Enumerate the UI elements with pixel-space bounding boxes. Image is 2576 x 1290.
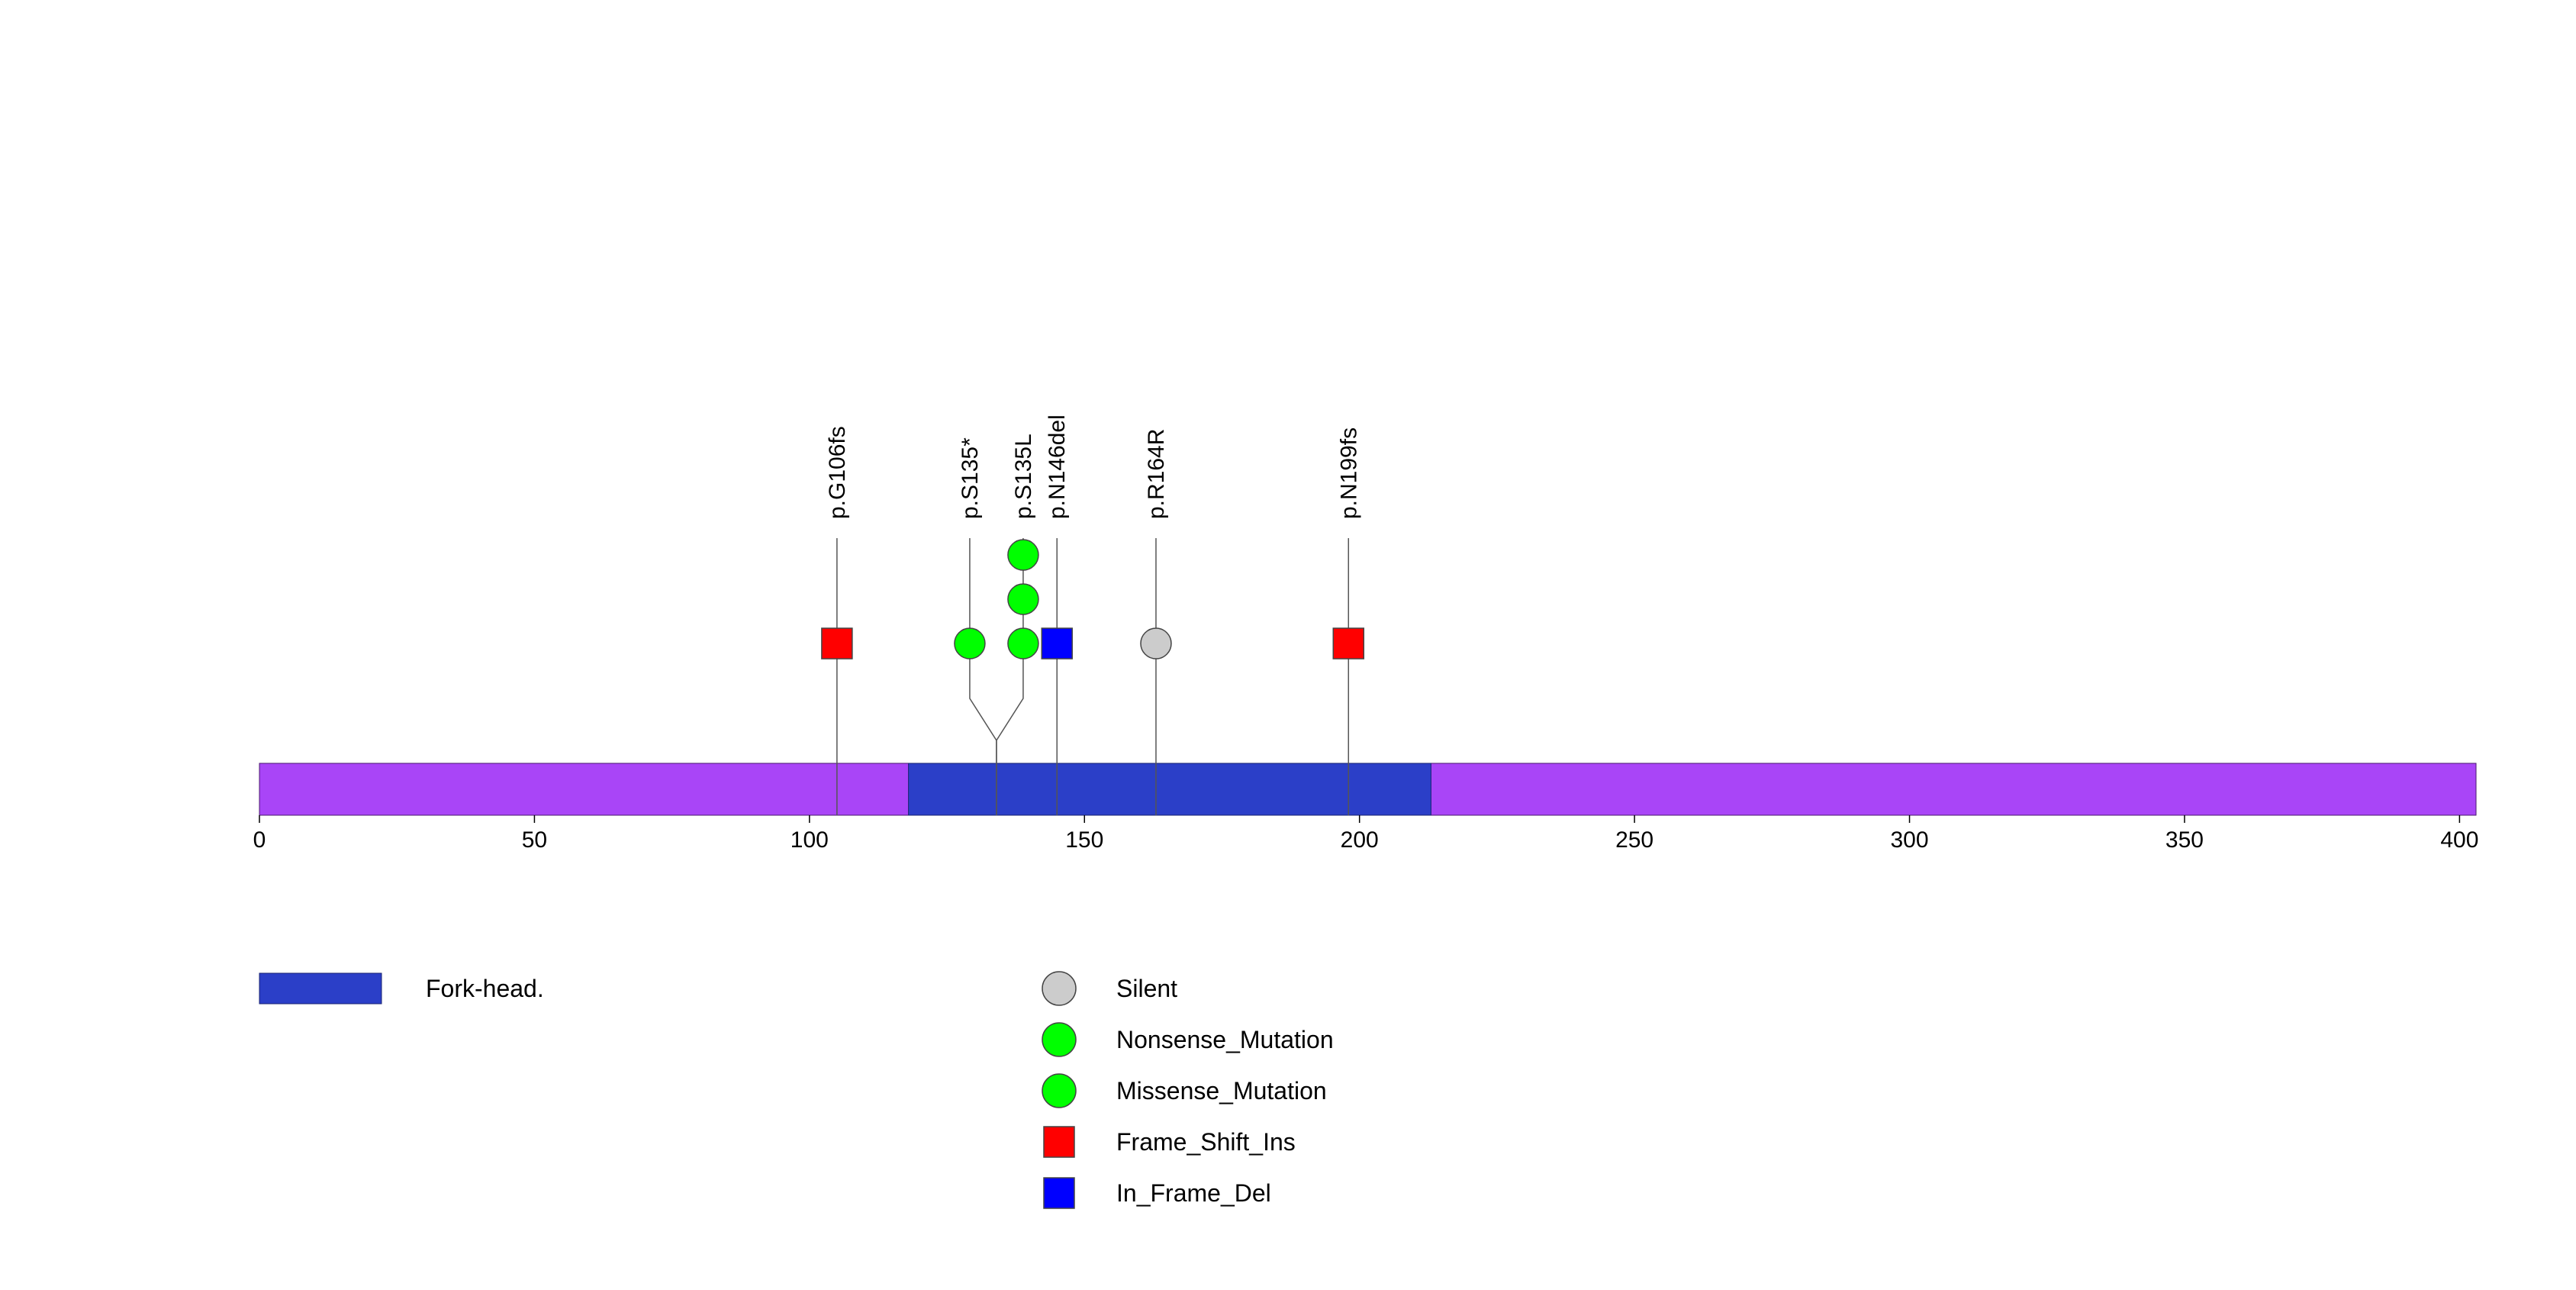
mutation-label: p.N199fs [1336, 427, 1361, 519]
mutation-marker-missense-mutation [1007, 583, 1039, 615]
mutation-label: p.G106fs [825, 426, 850, 519]
x-tick-label: 350 [2165, 827, 2204, 853]
x-tick-label: 250 [1615, 827, 1653, 853]
mutation-marker-missense-mutation [1007, 539, 1039, 571]
mutation-marker-frame-shift-ins [821, 627, 853, 660]
legend-marker-missense-mutation [1042, 1073, 1077, 1108]
mutation-marker-frame-shift-ins [1332, 627, 1365, 660]
mutation-marker-missense-mutation [1007, 627, 1039, 660]
x-tick-label: 300 [1890, 827, 1928, 853]
legend-type-label: Frame_Shift_Ins [1116, 1128, 1296, 1156]
domain-fork-head [908, 763, 1431, 816]
legend-marker-frame-shift-ins [1043, 1126, 1075, 1158]
x-tick-label: 200 [1341, 827, 1379, 853]
legend-marker-nonsense-mutation [1042, 1022, 1077, 1057]
x-tick-label: 400 [2440, 827, 2478, 853]
x-tick-label: 0 [253, 827, 266, 853]
mutation-marker-silent [1140, 627, 1172, 660]
legend-type-label: Missense_Mutation [1116, 1077, 1327, 1105]
legend-domain-swatch [259, 972, 382, 1005]
mutation-label: p.N146del [1045, 414, 1070, 519]
x-tick-label: 50 [522, 827, 547, 853]
legend-type-label: Nonsense_Mutation [1116, 1026, 1334, 1053]
x-tick-label: 100 [791, 827, 829, 853]
mutation-label: p.S135* [958, 437, 983, 519]
legend-type-label: In_Frame_Del [1116, 1179, 1271, 1207]
mutation-marker-in-frame-del [1041, 627, 1073, 660]
mutation-label: p.S135L [1011, 434, 1036, 519]
mutation-needle [996, 538, 1024, 815]
legend-domain-label: Fork-head. [426, 975, 544, 1002]
legend-marker-in-frame-del [1043, 1177, 1075, 1209]
legend-type-label: Silent [1116, 975, 1177, 1002]
x-tick-label: 150 [1065, 827, 1103, 853]
mutation-marker-nonsense-mutation [954, 627, 986, 660]
legend-marker-silent [1042, 971, 1077, 1006]
mutation-label: p.R164R [1144, 429, 1169, 519]
